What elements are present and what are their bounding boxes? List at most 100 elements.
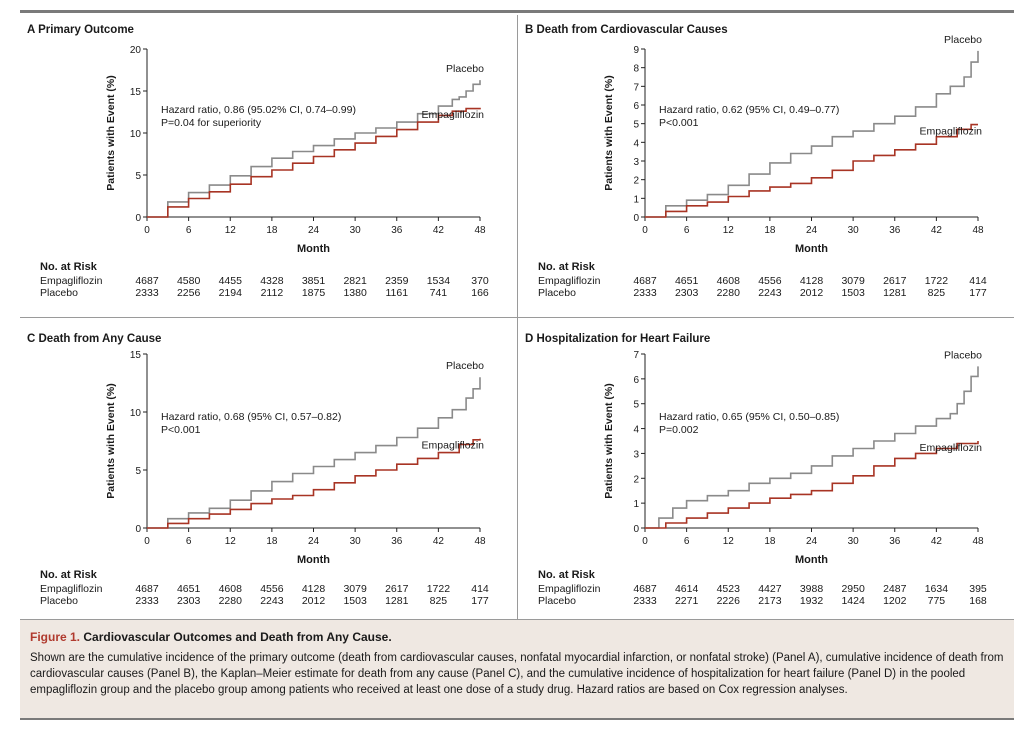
- x-tick-label: 36: [391, 225, 403, 236]
- x-tick-label: 30: [350, 536, 362, 547]
- risk-value: 4651: [177, 583, 201, 595]
- risk-value: 3988: [800, 583, 824, 595]
- series-line-empagliflozin: [645, 123, 978, 218]
- y-tick-label: 5: [135, 466, 141, 477]
- risk-value: 1875: [302, 287, 326, 299]
- risk-value: 2333: [135, 595, 159, 607]
- risk-value: 1161: [385, 287, 408, 299]
- risk-value: 1424: [841, 595, 865, 607]
- risk-value: 2243: [758, 287, 782, 299]
- hazard-ratio-text: Hazard ratio, 0.86 (95.02% CI, 0.74–0.99…: [161, 104, 356, 116]
- risk-row-label: Empagliflozin: [40, 275, 103, 287]
- x-tick-label: 36: [889, 225, 901, 236]
- risk-value: 825: [430, 595, 448, 607]
- risk-value: 3851: [302, 275, 326, 287]
- risk-value: 2333: [633, 287, 657, 299]
- chart-svg: D Hospitalization for Heart Failure01234…: [525, 333, 987, 607]
- x-tick-label: 48: [972, 536, 984, 547]
- risk-value: 4556: [758, 275, 782, 287]
- y-tick-label: 0: [633, 524, 639, 535]
- risk-value: 414: [471, 583, 489, 595]
- hazard-ratio-text: Hazard ratio, 0.62 (95% CI, 0.49–0.77): [659, 104, 839, 116]
- panel-letter: B: [525, 24, 537, 36]
- y-tick-label: 2: [633, 474, 639, 485]
- panel-primary-outcome: A Primary Outcome 0 5 10 15 20 0 6 12 18 24 30 36 42 4…: [20, 15, 517, 317]
- caption-heading: Cardiovascular Outcomes and Death from A…: [83, 630, 392, 644]
- x-tick-label: 18: [266, 225, 278, 236]
- y-tick-label: 7: [633, 350, 639, 361]
- x-tick-label: 18: [764, 536, 776, 547]
- risk-value: 4427: [758, 583, 782, 595]
- risk-value: 4608: [219, 583, 243, 595]
- chart-svg: A Primary Outcome 0 5 10 15 20 0 6 12 18 24 30 36 42 4…: [27, 24, 489, 299]
- risk-value: 166: [471, 287, 489, 299]
- x-tick-label: 30: [848, 536, 860, 547]
- risk-row-label: Placebo: [40, 595, 78, 607]
- risk-value: 2280: [717, 287, 741, 299]
- risk-value: 2821: [343, 275, 367, 287]
- x-tick-label: 24: [308, 536, 320, 547]
- panel-title-text: Death from Any Cause: [39, 333, 162, 345]
- top-rule: [20, 10, 1014, 13]
- y-tick-label: 9: [633, 45, 639, 56]
- y-tick-label: 7: [633, 82, 639, 93]
- hazard-ratio-text: P=0.04 for superiority: [161, 117, 262, 129]
- x-axis-label: Month: [795, 554, 828, 566]
- x-tick-label: 48: [474, 225, 486, 236]
- risk-value: 2012: [302, 595, 326, 607]
- x-tick-label: 12: [723, 225, 735, 236]
- series-label-placebo: Placebo: [944, 349, 982, 361]
- x-tick-label: 18: [764, 225, 776, 236]
- x-tick-label: 12: [723, 536, 735, 547]
- risk-value: 1534: [427, 275, 451, 287]
- risk-value: 1202: [883, 595, 907, 607]
- x-tick-label: 36: [889, 536, 901, 547]
- risk-value: 414: [969, 275, 987, 287]
- risk-value: 1722: [427, 583, 451, 595]
- risk-value: 4556: [260, 583, 284, 595]
- series-label-placebo: Placebo: [446, 360, 484, 372]
- y-tick-label: 5: [135, 171, 141, 182]
- horizontal-divider: [20, 317, 1014, 318]
- panel-any-death: C Death from Any Cause 0 5 10 15 0 6 12 18 24 30 36…: [20, 318, 517, 618]
- figure: A Primary Outcome 0 5 10 15 20 0 6 12 18 24 30 36 42 4…: [20, 10, 1014, 720]
- series-line-placebo: [645, 366, 979, 529]
- series-line-empagliflozin: [645, 441, 979, 529]
- x-tick-label: 24: [806, 536, 818, 547]
- x-axis-label: Month: [297, 554, 330, 566]
- panel-letter: D: [525, 333, 537, 345]
- panel-title-text: Death from Cardiovascular Causes: [537, 24, 728, 36]
- x-tick-label: 24: [308, 225, 320, 236]
- x-tick-label: 0: [144, 225, 150, 236]
- risk-header: No. at Risk: [40, 569, 98, 581]
- risk-value: 2617: [883, 275, 907, 287]
- series-line-placebo: [147, 377, 481, 529]
- risk-value: 1932: [800, 595, 824, 607]
- risk-value: 2333: [135, 287, 159, 299]
- risk-value: 2303: [177, 595, 201, 607]
- risk-value: 1503: [343, 595, 367, 607]
- risk-row-label: Empagliflozin: [538, 275, 601, 287]
- risk-value: 1281: [385, 595, 409, 607]
- x-tick-label: 6: [186, 536, 192, 547]
- series-line-empagliflozin: [147, 107, 481, 218]
- hazard-ratio-text: Hazard ratio, 0.68 (95% CI, 0.57–0.82): [161, 411, 341, 423]
- y-tick-label: 8: [633, 64, 639, 75]
- x-tick-label: 48: [972, 225, 984, 236]
- risk-row-label: Empagliflozin: [40, 583, 103, 595]
- chart-svg: C Death from Any Cause 0 5 10 15 0 6 12 18 24 30 36…: [27, 333, 489, 607]
- x-tick-label: 30: [848, 225, 860, 236]
- x-tick-label: 42: [433, 536, 445, 547]
- hazard-ratio-text: Hazard ratio, 0.65 (95% CI, 0.50–0.85): [659, 411, 839, 423]
- hazard-ratio-text: P<0.001: [161, 424, 201, 436]
- risk-value: 1281: [883, 287, 907, 299]
- y-tick-label: 0: [135, 213, 141, 224]
- x-tick-label: 42: [931, 536, 943, 547]
- risk-value: 2950: [841, 583, 865, 595]
- y-tick-label: 3: [633, 157, 639, 168]
- series-line-placebo: [147, 80, 481, 218]
- risk-value: 825: [928, 287, 946, 299]
- y-tick-label: 10: [130, 408, 142, 419]
- y-tick-label: 4: [633, 425, 639, 436]
- risk-value: 3079: [343, 583, 367, 595]
